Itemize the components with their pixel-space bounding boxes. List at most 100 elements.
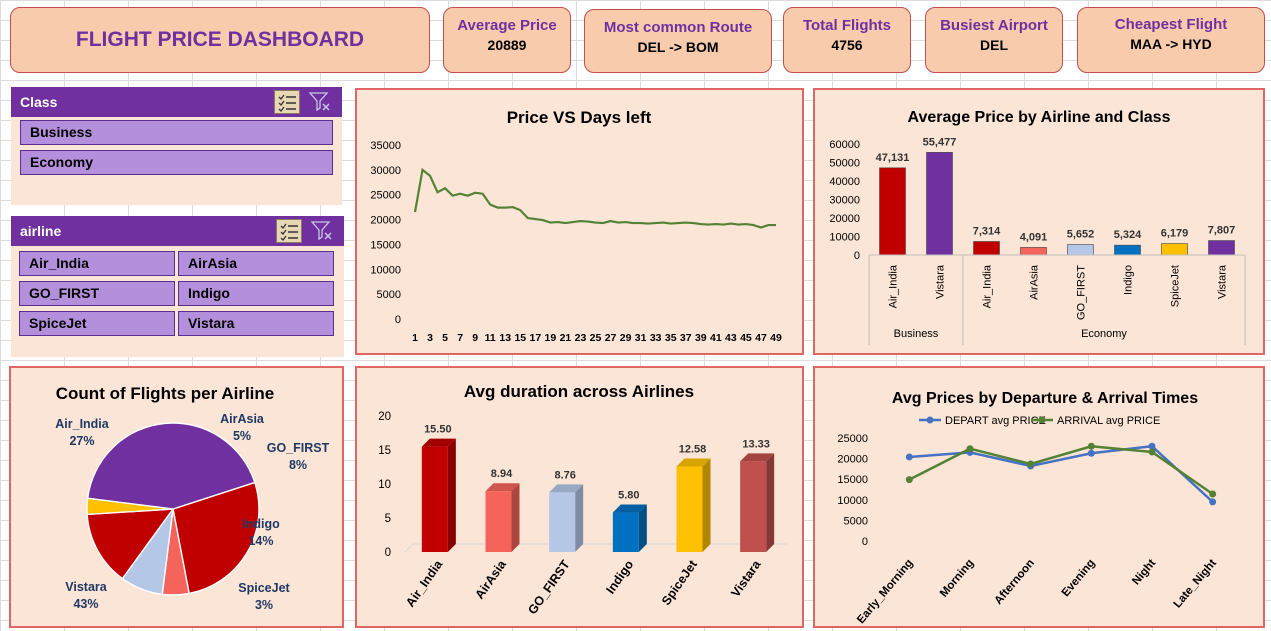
x-tick-label: Air_India: [403, 557, 446, 610]
y-tick-label: 20000: [370, 215, 401, 227]
y-tick-label: 30000: [370, 165, 401, 177]
bar-side: [575, 484, 584, 552]
y-tick-label: 40000: [829, 176, 860, 188]
y-tick-label: 20000: [837, 454, 868, 466]
y-tick-label: 25000: [370, 190, 401, 202]
kpi-label: Average Price: [457, 17, 557, 34]
pie-slice: [172, 481, 260, 595]
pie-category-label: AirAsia: [220, 412, 265, 426]
bar: [740, 461, 767, 552]
airline-slicer-item-airasia[interactable]: AirAsia: [178, 251, 334, 276]
bar-top: [421, 438, 456, 447]
kpi-label: Busiest Airport: [940, 17, 1048, 34]
flights-per-airline-chart: Count of Flights per Airline Air_India 27%…: [55, 384, 330, 612]
data-label: 5,652: [1067, 229, 1095, 241]
pie-category-label: GO_FIRST: [267, 441, 330, 455]
bar-side: [702, 458, 711, 552]
airline-slicer-item-vistara[interactable]: Vistara: [178, 311, 334, 336]
bar: [1067, 244, 1094, 256]
class-slicer: Class Business Economy: [11, 87, 342, 205]
data-point: [1087, 442, 1095, 450]
x-tick-label: 23: [575, 332, 587, 344]
kpi-value: DEL -> BOM: [637, 39, 719, 55]
data-point: [1209, 498, 1217, 506]
data-point: [905, 476, 913, 484]
data-label: 5.80: [618, 490, 639, 502]
class-slicer-item-economy[interactable]: Economy: [20, 150, 333, 175]
data-label: 8.94: [491, 468, 513, 480]
x-tick-label: 21: [560, 332, 572, 344]
x-tick-label: 47: [755, 332, 767, 344]
bar-top: [676, 458, 711, 467]
bar-side: [447, 438, 456, 552]
pie-slice: [86, 422, 256, 510]
x-tick-label: Late_Night: [1172, 557, 1219, 610]
pie-percent-label: 14%: [248, 534, 273, 548]
pie-category-label: Vistara: [65, 580, 108, 594]
multi-select-icon[interactable]: [276, 219, 302, 243]
y-tick-label: 5: [385, 513, 391, 525]
kpi-value: MAA -> HYD: [1130, 36, 1212, 52]
kpi-label: Total Flights: [802, 17, 892, 34]
data-label: 55,477: [923, 136, 957, 148]
page-title: FLIGHT PRICE DASHBOARD: [75, 28, 365, 51]
bar: [485, 491, 512, 552]
x-tick-label: 31: [635, 332, 647, 344]
floor-line: [404, 543, 787, 553]
x-tick-label: Air_India: [888, 264, 900, 308]
kpi-value: DEL: [980, 37, 1008, 53]
pie-percent-label: 27%: [69, 434, 94, 448]
pie-category-label: Air_India: [55, 417, 110, 431]
group-label: Economy: [1081, 328, 1127, 340]
airline-slicer-item-go-first[interactable]: GO_FIRST: [19, 281, 175, 306]
chart-title: Count of Flights per Airline: [56, 384, 274, 403]
kpi-label: Most common Route: [603, 19, 753, 36]
y-tick-label: 0: [862, 536, 868, 548]
x-tick-label: Evening: [1060, 557, 1098, 599]
y-tick-label: 0: [385, 547, 391, 559]
avg-duration-chart: Avg duration across Airlines 0 5 10 15 20 15.5…: [378, 382, 787, 617]
airline-slicer-item-air-india[interactable]: Air_India: [19, 251, 175, 276]
airline-slicer-item-indigo[interactable]: Indigo: [178, 281, 334, 306]
pie-percent-label: 43%: [73, 597, 98, 611]
bar-top: [612, 504, 647, 513]
data-point: [905, 453, 913, 461]
class-slicer-item-business[interactable]: Business: [20, 120, 333, 145]
x-tick-label: Vistara: [1217, 264, 1229, 299]
pie-slice: [86, 508, 175, 580]
bar-top: [485, 483, 520, 492]
data-point: [1087, 449, 1095, 457]
data-point: [1148, 442, 1156, 450]
bar: [1020, 247, 1047, 256]
group-label: Business: [894, 328, 939, 340]
x-tick-label: SpiceJet: [1170, 265, 1182, 307]
pie-category-label: Indigo: [242, 517, 280, 531]
x-tick-label: 33: [650, 332, 662, 344]
chart-title: Price VS Days left: [507, 108, 652, 127]
x-tick-label: Night: [1130, 557, 1158, 587]
clear-filter-icon[interactable]: [310, 219, 334, 241]
legend-marker: [926, 416, 934, 424]
chart-title: Avg duration across Airlines: [464, 382, 694, 401]
legend-marker: [1038, 416, 1046, 424]
y-tick-label: 15: [378, 445, 391, 457]
data-label: 13.33: [742, 438, 770, 450]
y-tick-label: 5000: [377, 289, 401, 301]
x-tick-label: Indigo: [603, 557, 636, 596]
y-tick-label: 10000: [370, 264, 401, 276]
clear-filter-icon[interactable]: [308, 90, 332, 112]
x-tick-label: 11: [485, 332, 496, 344]
data-label: 8.76: [554, 469, 575, 481]
multi-select-icon[interactable]: [274, 90, 300, 114]
y-tick-label: 30000: [829, 195, 860, 207]
x-tick-label: 17: [529, 332, 541, 344]
data-label: 7,807: [1208, 225, 1236, 237]
airline-slicer-item-spicejet[interactable]: SpiceJet: [19, 311, 175, 336]
x-tick-label: 3: [427, 332, 433, 344]
x-tick-label: Early_Morning: [855, 557, 916, 626]
x-tick-label: 27: [605, 332, 617, 344]
y-tick-label: 25000: [837, 433, 868, 445]
pie-category-label: SpiceJet: [238, 581, 290, 595]
bar: [973, 241, 1000, 256]
data-label: 12.58: [679, 443, 707, 455]
